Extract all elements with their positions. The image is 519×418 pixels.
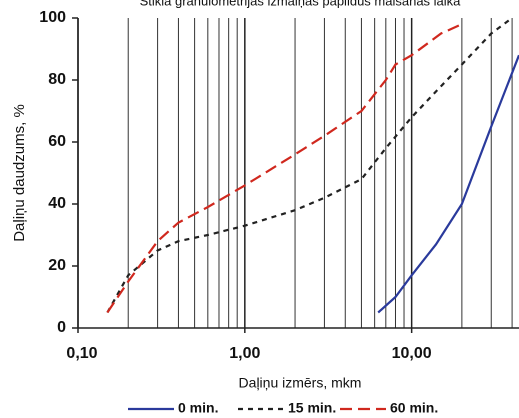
y-tick-label: 100	[39, 9, 66, 26]
x-tick-label: 1,00	[229, 345, 260, 362]
x-axis-label: Daļiņu izmērs, mkm	[239, 375, 362, 391]
y-tick-label: 80	[48, 71, 66, 88]
y-tick-label: 0	[57, 319, 66, 336]
data-line	[106, 23, 463, 314]
legend-label: 60 min.	[390, 400, 438, 416]
y-tick-label: 60	[48, 133, 66, 150]
y-axis-label: Daļiņu daudzums, %	[11, 104, 28, 242]
x-tick-label: 10,00	[392, 345, 432, 362]
data-line	[377, 54, 519, 314]
chart-title: Stikla granulometrijas izmaiņas papildus…	[140, 0, 462, 8]
y-tick-label: 40	[48, 195, 66, 212]
legend-label: 0 min.	[178, 400, 218, 416]
x-tick-label: 0,10	[66, 345, 97, 362]
legend-label: 15 min.	[288, 400, 336, 416]
y-tick-label: 20	[48, 257, 66, 274]
data-line	[106, 17, 513, 314]
